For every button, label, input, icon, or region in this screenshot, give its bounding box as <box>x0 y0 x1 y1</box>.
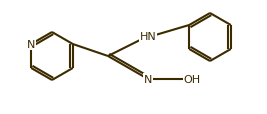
Text: N: N <box>27 40 36 50</box>
Text: OH: OH <box>183 74 201 84</box>
Text: HN: HN <box>140 32 156 42</box>
Text: N: N <box>144 74 152 84</box>
